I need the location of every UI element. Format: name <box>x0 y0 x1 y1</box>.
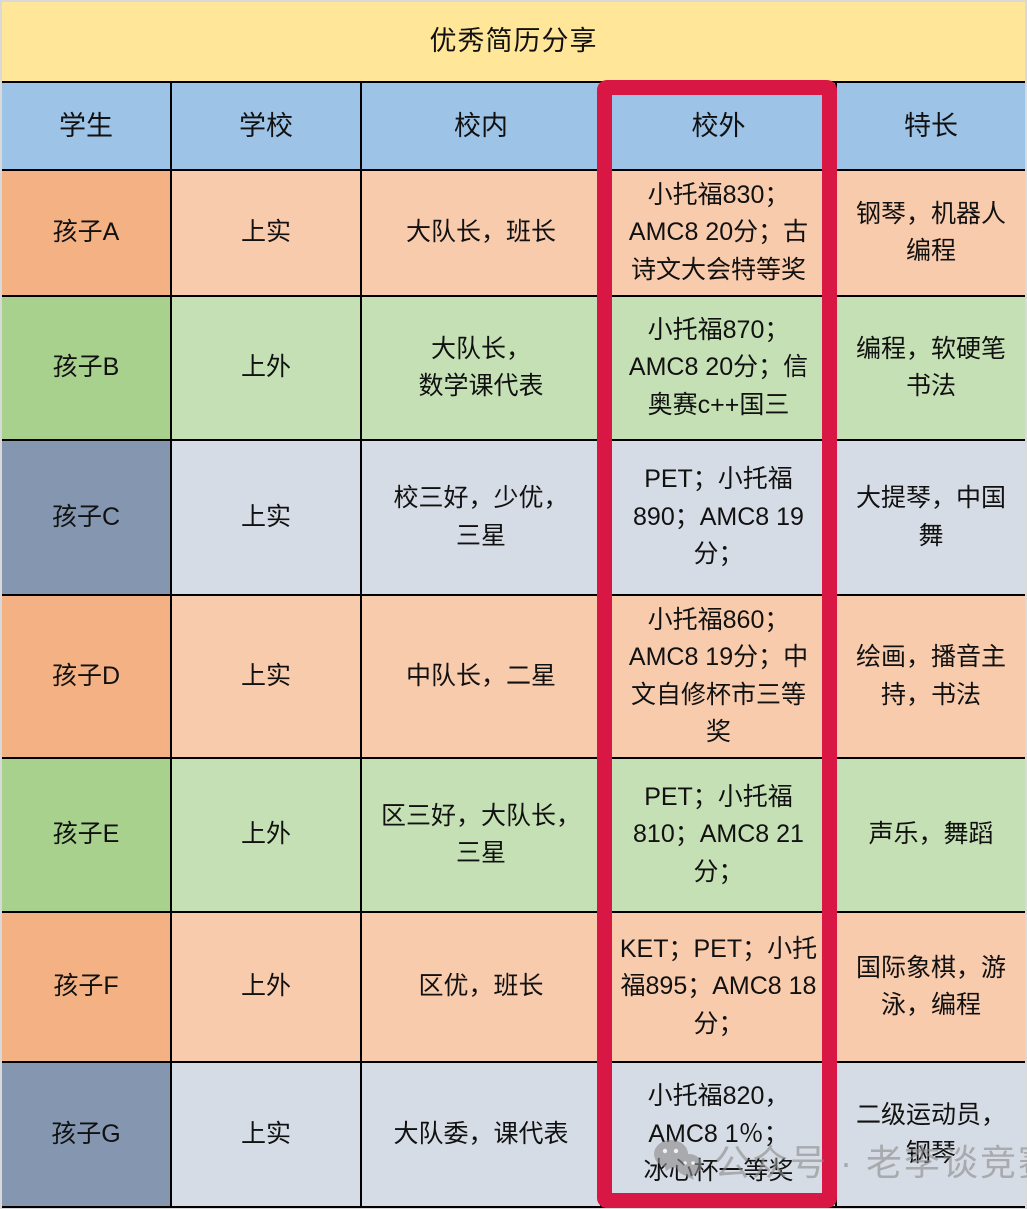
in-school-cell: 校三好，少优， 三星 <box>360 439 602 596</box>
table-row-child-b: 孩子B 上外 大队长， 数学课代表 小托福870； AMC8 20分；信 奥赛c… <box>2 295 1026 441</box>
table-row-child-g: 孩子G 上实 大队委，课代表 小托福820， AMC8 1％； 冰心杯一等奖 二… <box>2 1061 1026 1208</box>
out-of-school-cell: PET；小托福 890；AMC8 19 分； <box>600 439 837 596</box>
specialty-cell: 绘画，播音主 持，书法 <box>834 594 1026 759</box>
out-of-school-cell: 小托福820， AMC8 1％； 冰心杯一等奖 <box>600 1061 837 1208</box>
school-cell: 上外 <box>170 911 362 1063</box>
in-school-cell: 大队委，课代表 <box>360 1061 602 1208</box>
student-cell: 孩子A <box>2 169 172 297</box>
out-of-school-cell: 小托福870； AMC8 20分；信 奥赛c++国三 <box>600 295 837 441</box>
student-cell: 孩子C <box>2 439 172 596</box>
specialty-cell: 编程，软硬笔 书法 <box>834 295 1026 441</box>
school-cell: 上实 <box>170 1061 362 1208</box>
in-school-cell: 区优，班长 <box>360 911 602 1063</box>
student-cell: 孩子B <box>2 295 172 441</box>
specialty-cell: 国际象棋，游 泳，编程 <box>834 911 1026 1063</box>
school-cell: 上外 <box>170 757 362 913</box>
out-of-school-cell: PET；小托福 810；AMC8 21 分； <box>600 757 837 913</box>
specialty-cell: 声乐，舞蹈 <box>834 757 1026 913</box>
in-school-cell: 中队长，二星 <box>360 594 602 759</box>
header-in-school: 校内 <box>360 81 602 171</box>
header-out-of-school: 校外 <box>600 81 837 171</box>
in-school-cell: 大队长， 数学课代表 <box>360 295 602 441</box>
table-row-child-f: 孩子F 上外 区优，班长 KET；PET；小托 福895；AMC8 18 分； … <box>2 911 1026 1063</box>
school-cell: 上实 <box>170 594 362 759</box>
watermark: 公众号 · 老李谈竞赛 <box>652 1134 1027 1186</box>
student-cell: 孩子D <box>2 594 172 759</box>
in-school-cell: 区三好，大队长， 三星 <box>360 757 602 913</box>
specialty-cell: 大提琴，中国 舞 <box>834 439 1026 596</box>
in-school-cell: 大队长，班长 <box>360 169 602 297</box>
table-row-child-d: 孩子D 上实 中队长，二星 小托福860； AMC8 19分；中 文自修杯市三等… <box>2 594 1026 759</box>
header-student: 学生 <box>2 81 172 171</box>
page-title: 优秀简历分享 <box>2 2 1026 83</box>
student-cell: 孩子G <box>2 1061 172 1208</box>
student-cell: 孩子E <box>2 757 172 913</box>
table-row-child-e: 孩子E 上外 区三好，大队长， 三星 PET；小托福 810；AMC8 21 分… <box>2 757 1026 913</box>
watermark-text: 公众号 · 老李谈竞赛 <box>714 1142 1027 1183</box>
header-specialty: 特长 <box>834 81 1026 171</box>
school-cell: 上实 <box>170 439 362 596</box>
table-row-child-c: 孩子C 上实 校三好，少优， 三星 PET；小托福 890；AMC8 19 分；… <box>2 439 1026 596</box>
title-row: 优秀简历分享 <box>2 2 1026 83</box>
table-row-child-a: 孩子A 上实 大队长，班长 小托福830； AMC8 20分；古 诗文大会特等奖… <box>2 169 1026 297</box>
school-cell: 上实 <box>170 169 362 297</box>
header-row: 学生 学校 校内 校外 特长 <box>2 81 1026 171</box>
specialty-cell: 二级运动员， 钢琴 <box>834 1061 1026 1208</box>
wechat-icon <box>654 1140 702 1180</box>
out-of-school-cell: 小托福860； AMC8 19分；中 文自修杯市三等 奖 <box>600 594 837 759</box>
school-cell: 上外 <box>170 295 362 441</box>
header-school: 学校 <box>170 81 362 171</box>
out-of-school-cell: 小托福830； AMC8 20分；古 诗文大会特等奖 <box>600 169 837 297</box>
student-cell: 孩子F <box>2 911 172 1063</box>
specialty-cell: 钢琴，机器人 编程 <box>834 169 1026 297</box>
out-of-school-cell: KET；PET；小托 福895；AMC8 18 分； <box>600 911 837 1063</box>
